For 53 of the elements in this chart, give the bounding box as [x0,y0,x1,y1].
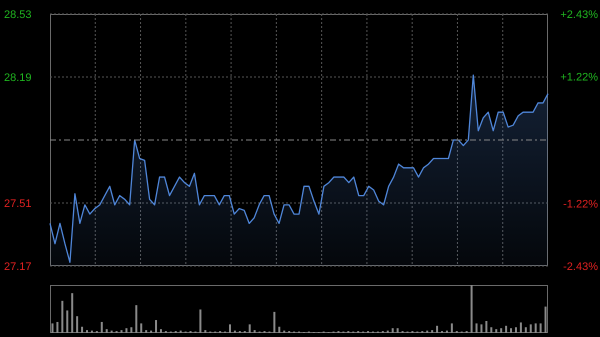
bar [431,330,434,333]
bar [140,323,142,333]
bar [160,329,162,333]
bar [470,285,473,333]
bar [530,324,532,333]
y2-tick-label: -1.22% [563,198,598,210]
bar [199,309,202,333]
y2-tick-label: +1.22% [560,72,598,84]
bar [273,312,276,333]
bar [514,327,517,333]
bar [100,322,103,333]
bar [145,330,148,333]
bar [76,316,78,333]
bar [228,324,231,333]
bar [125,328,128,333]
bar [544,306,547,333]
bar [480,324,482,333]
bar [155,320,158,333]
bar [495,329,498,333]
y2-tick-label: -2.43% [563,261,598,273]
bar [396,328,399,333]
bar [51,323,54,333]
y-tick-label: 28.53 [4,9,32,21]
bar [130,327,132,333]
y-tick-label: 27.17 [4,261,32,273]
bar [71,293,74,333]
bar [534,323,537,333]
bar [490,327,492,333]
y-tick-label: 27.51 [4,198,32,210]
bar [392,328,394,333]
bar [450,323,453,333]
bar [135,305,138,333]
bar [505,326,508,333]
bar [520,322,522,333]
bar [524,327,527,333]
bar [540,323,542,333]
y-tick-label: 28.19 [4,72,32,84]
bar [278,326,280,333]
bar [485,321,488,333]
bar [86,330,88,333]
bar [81,326,84,333]
bar [436,326,438,333]
bar [61,300,64,333]
bar [254,330,256,333]
y2-tick-label: +2.43% [560,9,598,21]
bar [120,330,123,333]
bar [66,310,68,333]
bar [248,324,251,333]
bar [204,330,206,333]
bar [476,323,478,333]
bar [500,328,502,333]
bar [56,322,58,333]
bar [106,329,108,333]
